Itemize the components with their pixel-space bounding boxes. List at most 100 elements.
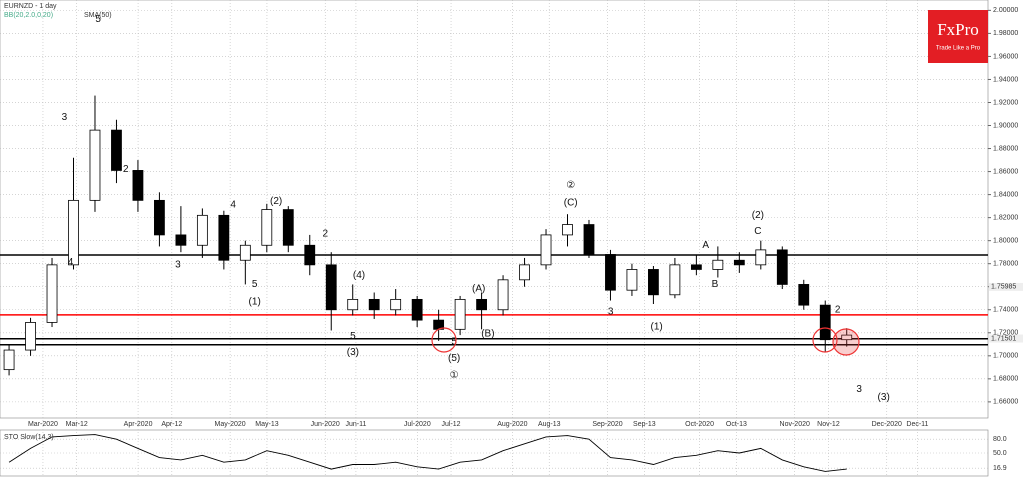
stoch-line	[8, 434, 847, 472]
y-tick-label: 2.00000	[993, 7, 1018, 14]
y-tick-label: 50.0	[993, 450, 1007, 457]
x-tick-label: Dec-2020	[872, 421, 902, 428]
x-tick-label: Apr-2020	[124, 421, 153, 428]
x-tick-label: Dec-11	[906, 421, 928, 428]
logo-brand: FxPro	[937, 20, 979, 39]
y-tick-label: 1.90000	[993, 122, 1018, 129]
candle-body	[68, 199, 79, 266]
wave-label: (3)	[347, 347, 359, 358]
indicator-label: BB(20,2.0,0,20)	[4, 12, 53, 19]
candle-body	[669, 264, 681, 296]
y-tick-label: 1.80000	[993, 238, 1018, 245]
candle-body	[454, 298, 466, 330]
y-tick-label: 1.94000	[993, 76, 1018, 83]
logo-slogan: Trade Like a Pro	[936, 46, 981, 52]
candle-body	[540, 234, 552, 266]
candle-body	[46, 264, 58, 323]
candle-body	[282, 209, 294, 246]
candle-body	[648, 269, 659, 296]
logo-box	[928, 10, 988, 63]
x-tick-label: Mar-12	[66, 421, 88, 428]
x-tick-label: Nov-12	[817, 421, 840, 428]
candle-body	[368, 298, 380, 311]
candle-body	[3, 349, 15, 371]
candle-body	[411, 298, 423, 321]
candle-body	[712, 259, 724, 270]
y-tick-label: 1.82000	[993, 214, 1018, 221]
wave-label: (2)	[752, 210, 764, 221]
wave-label: (4)	[353, 270, 365, 281]
wave-label: (3)	[878, 392, 890, 403]
main-panel	[0, 0, 989, 419]
wave-label: 5	[451, 337, 457, 348]
candle-body	[111, 129, 122, 171]
price-label: 1.71501	[991, 335, 1016, 342]
wave-label: 5	[252, 279, 258, 290]
stoch-title: STO Slow(14,3)	[4, 434, 54, 441]
y-tick-label: 1.68000	[993, 376, 1018, 383]
y-tick-label: 80.0	[993, 436, 1007, 443]
wave-label: (B)	[481, 329, 494, 340]
candle-body	[390, 298, 402, 311]
candle-body	[154, 199, 165, 236]
wave-label: (5)	[448, 353, 460, 364]
wave-label: 2	[123, 164, 129, 175]
candle-body	[196, 214, 208, 246]
candle-body	[325, 264, 337, 311]
candle-body	[583, 224, 595, 255]
wave-label: A	[702, 240, 709, 251]
wave-label: C	[754, 226, 761, 237]
y-tick-label: 1.84000	[993, 191, 1018, 198]
wave-label: (1)	[651, 322, 663, 333]
candle-body	[841, 334, 853, 341]
x-tick-label: Mar-2020	[28, 421, 58, 428]
candle-body	[626, 269, 638, 291]
candle-body	[347, 298, 359, 311]
x-tick-label: May-2020	[215, 421, 246, 428]
candle-body	[605, 254, 616, 291]
candle-body	[755, 249, 767, 266]
wave-label: B	[712, 279, 719, 290]
y-tick-label: 1.98000	[993, 30, 1018, 37]
candle-body	[218, 214, 230, 261]
x-tick-label: Jul-2020	[404, 421, 431, 428]
wave-label: 3	[856, 384, 862, 395]
wave-label: 5	[95, 14, 101, 25]
highlight-circle	[832, 328, 860, 356]
wave-label: 4	[68, 257, 74, 268]
candle-body	[497, 279, 509, 311]
price-label: 1.75985	[991, 284, 1016, 291]
candle-body	[690, 264, 702, 270]
y-tick-label: 1.78000	[993, 261, 1018, 268]
indicator-label: SMA(50)	[84, 12, 112, 19]
price-tag	[989, 282, 1023, 291]
candle-body	[733, 259, 745, 266]
y-tick-label: 16.9	[993, 465, 1007, 472]
x-tick-label: Apr-12	[161, 421, 182, 428]
wave-label: (2)	[270, 196, 282, 207]
wave-label: 3	[608, 307, 614, 318]
x-tick-label: Nov-2020	[780, 421, 810, 428]
wave-label: ①	[450, 370, 459, 381]
x-tick-label: Oct-2020	[685, 421, 714, 428]
candle-body	[25, 322, 36, 351]
y-tick-label: 1.92000	[993, 99, 1018, 106]
y-tick-label: 1.70000	[993, 353, 1018, 360]
wave-label: (A)	[472, 284, 485, 295]
x-tick-label: Aug-2020	[497, 421, 527, 428]
x-tick-label: Oct-13	[726, 421, 747, 428]
wave-label: (C)	[564, 197, 578, 208]
wave-label: 3	[175, 259, 181, 270]
x-tick-label: Sep-2020	[592, 421, 622, 428]
wave-label: 3	[62, 112, 68, 123]
price-tag	[989, 334, 1023, 343]
y-tick-label: 1.88000	[993, 145, 1018, 152]
highlight-circle	[431, 327, 457, 353]
wave-label: 4	[230, 200, 236, 211]
highlight-circle	[812, 327, 838, 353]
candle-body	[175, 234, 187, 246]
x-tick-label: Jul-12	[442, 421, 461, 428]
candle-body	[819, 304, 831, 341]
candle-body	[476, 298, 487, 311]
chart-title: EURNZD - 1 day	[4, 3, 57, 10]
